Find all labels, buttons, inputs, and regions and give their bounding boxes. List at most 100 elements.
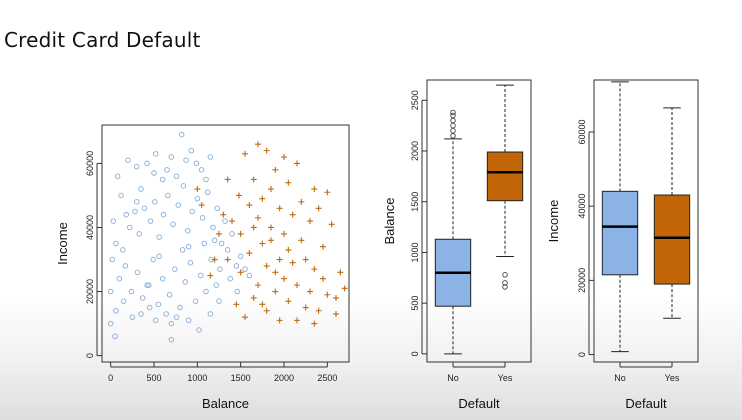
data-point-yes (198, 202, 205, 209)
outlier-point (450, 109, 456, 116)
box-yes (653, 194, 691, 285)
data-point-yes (281, 230, 287, 237)
data-point-yes (285, 298, 292, 305)
data-point-no (151, 170, 157, 176)
data-point-no (224, 247, 231, 253)
data-point-no (159, 176, 166, 183)
data-point-no (120, 298, 127, 304)
data-point-no (113, 308, 119, 314)
data-point-yes (320, 275, 326, 282)
data-point-yes (268, 237, 274, 244)
x-tick-label: 1000 (187, 373, 207, 383)
data-point-yes (259, 195, 266, 202)
box-no (601, 190, 639, 276)
data-point-yes (289, 211, 296, 218)
data-point-no (207, 154, 214, 160)
data-point-no (170, 221, 176, 228)
data-point-yes (272, 166, 279, 173)
data-point-yes (242, 150, 248, 157)
outlier-point (502, 280, 508, 286)
data-point-no (146, 304, 153, 311)
data-point-no (222, 218, 228, 224)
data-point-yes (242, 314, 248, 321)
data-point-no (152, 151, 159, 157)
y-tick-label: 0 (410, 351, 420, 356)
data-point-no (168, 154, 175, 160)
y-axis-label: Income (546, 200, 561, 243)
data-point-yes (307, 288, 313, 295)
data-point-yes (250, 224, 257, 231)
data-point-yes (281, 275, 287, 282)
data-point-yes (281, 154, 287, 161)
data-point-no (187, 259, 194, 266)
x-axis-label: Default (625, 396, 667, 411)
data-point-yes (328, 221, 335, 228)
x-tick-label: Yes (498, 373, 513, 383)
data-point-yes (302, 256, 309, 263)
data-point-yes (224, 176, 231, 183)
data-point-no (163, 311, 169, 317)
data-point-no (122, 263, 129, 269)
data-point-no (188, 147, 195, 154)
data-point-no (173, 173, 180, 179)
data-point-no (168, 320, 175, 327)
data-point-no (242, 266, 248, 272)
data-point-yes (324, 189, 331, 196)
outlier-point (450, 117, 456, 124)
data-point-yes (268, 224, 274, 231)
outlier-point (450, 122, 456, 129)
data-point-no (199, 215, 206, 221)
data-point-no (214, 205, 221, 212)
data-point-no (144, 160, 150, 167)
data-point-no (109, 256, 116, 263)
data-point-no (113, 240, 119, 247)
data-point-no (139, 295, 146, 301)
data-point-no (155, 301, 162, 308)
data-point-no (144, 282, 150, 288)
y-tick-label: 20000 (85, 279, 95, 304)
data-point-yes (289, 259, 296, 266)
data-point-yes (246, 202, 253, 209)
outlier-point (450, 133, 456, 139)
data-point-yes (259, 240, 266, 247)
data-point-yes (333, 310, 339, 317)
data-point-no (118, 192, 124, 199)
data-point-no (185, 243, 192, 250)
x-tick-label: 1500 (231, 373, 251, 383)
data-point-yes (259, 301, 266, 308)
y-axis-label: Income (55, 222, 70, 265)
data-point-yes (207, 272, 214, 279)
data-point-yes (276, 205, 283, 212)
data-point-yes (229, 218, 235, 225)
data-point-yes (246, 250, 253, 257)
data-point-no (210, 224, 216, 231)
data-point-no (193, 160, 200, 167)
data-point-no (152, 317, 159, 324)
data-point-no (213, 282, 220, 288)
data-point-no (134, 269, 141, 276)
data-point-yes (194, 186, 201, 193)
data-point-no (198, 272, 204, 279)
data-point-no (185, 317, 192, 324)
data-point-yes (216, 230, 222, 237)
slide-title: Credit Card Default (4, 28, 201, 52)
data-point-no (198, 167, 205, 173)
data-point-no (128, 288, 135, 295)
x-tick-label: 500 (146, 373, 161, 383)
data-point-yes (255, 282, 261, 289)
data-point-no (194, 195, 201, 202)
data-point-no (179, 247, 186, 253)
data-point-yes (224, 256, 231, 263)
data-point-yes (294, 160, 300, 167)
data-point-yes (263, 147, 270, 154)
data-point-yes (320, 243, 326, 250)
y-tick-label: 1000 (410, 242, 420, 262)
data-point-yes (311, 320, 318, 327)
data-point-no (147, 218, 154, 224)
data-point-yes (315, 307, 322, 314)
y-tick-label: 20000 (577, 268, 587, 293)
data-point-yes (250, 294, 257, 301)
data-point-no (207, 311, 214, 317)
